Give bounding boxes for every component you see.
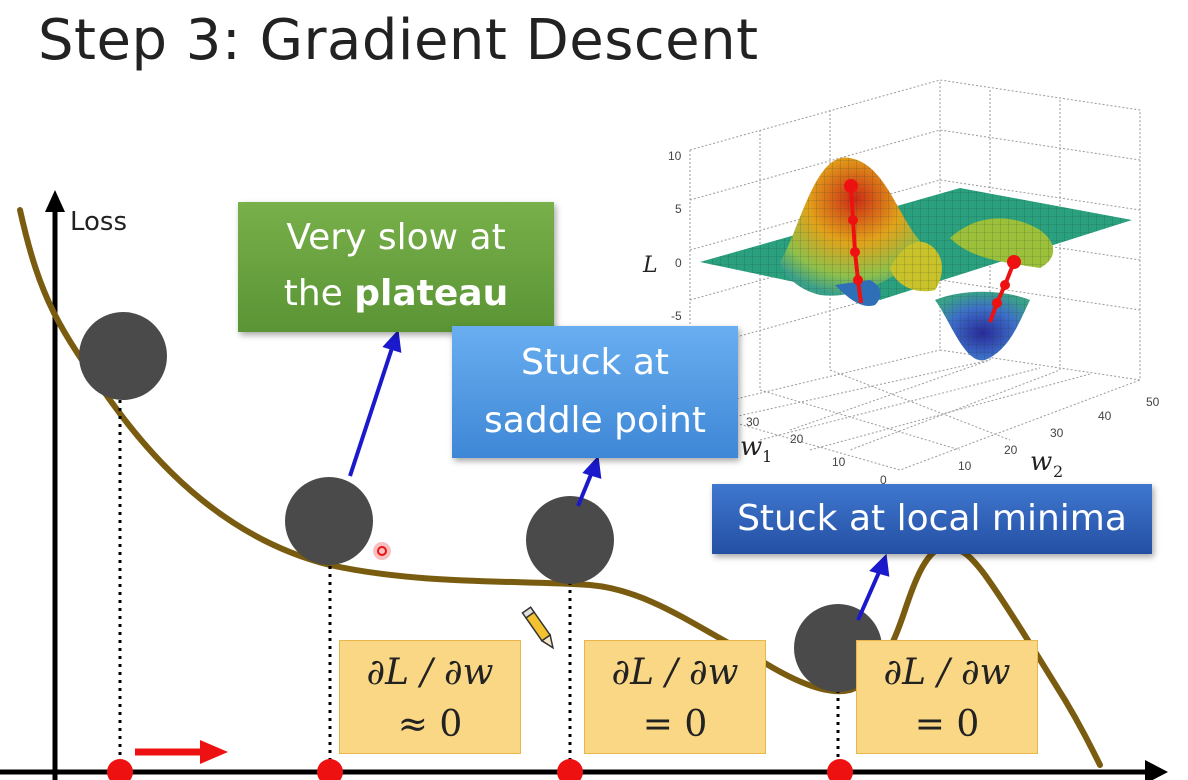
pointer-arrows: [348, 329, 890, 621]
plateau-callout-prefix: the: [283, 273, 355, 314]
derivative-box-saddle: ∂L / ∂w = 0: [584, 640, 766, 754]
w2-axis-label: w: [1030, 447, 1052, 477]
plateau-callout: Very slow at the plateau: [238, 202, 554, 332]
ball-saddle: [526, 496, 614, 584]
plateau-callout-bold: plateau: [354, 273, 509, 314]
origin-tick: 0: [880, 473, 887, 487]
w1-tick-20: 20: [790, 432, 804, 446]
drop-lines: [118, 400, 840, 765]
derivative-relation: = 0: [642, 704, 708, 745]
laser-pointer-icon: [373, 542, 391, 560]
plateau-callout-line2: the plateau: [238, 266, 554, 322]
w2-tick-50: 50: [1146, 395, 1160, 409]
saddle-callout: Stuck at saddle point: [452, 326, 738, 458]
plot-box-frame: [689, 79, 1141, 471]
derivative-expr: ∂L / ∂w: [611, 652, 739, 693]
saddle-callout-line2: saddle point: [484, 400, 706, 441]
descent-path-left: [844, 179, 863, 304]
ball-start: [79, 312, 167, 400]
w1-tick-30: 30: [746, 415, 760, 429]
derivative-relation: = 0: [914, 704, 980, 745]
z-tick-0: 0: [675, 256, 682, 270]
local-minima-callout: Stuck at local minima: [712, 484, 1152, 554]
w1-axis-subscript: 1: [762, 447, 772, 466]
plateau-callout-line1: Very slow at: [286, 217, 506, 258]
z-tick-5: 5: [675, 202, 682, 216]
ball-plateau: [285, 477, 373, 565]
descent-path-right: [988, 255, 1021, 323]
loss-axis-label: Loss: [70, 207, 127, 237]
derivative-box-local-min: ∂L / ∂w = 0: [856, 640, 1038, 754]
derivative-expr: ∂L / ∂w: [883, 652, 1011, 693]
surface-plot: 10 5 0 -5 30 20 10 0 10 20 30 40 50 L w …: [642, 79, 1160, 487]
direction-arrow: [135, 740, 228, 764]
w2-axis-subscript: 2: [1053, 462, 1063, 481]
pen-cursor-icon: [521, 606, 555, 650]
derivative-box-plateau: ∂L / ∂w ≈ 0: [339, 640, 521, 754]
z-tick-minus5: -5: [671, 309, 682, 323]
page-title: Step 3: Gradient Descent: [38, 8, 759, 73]
w2-tick-20: 20: [1004, 443, 1018, 457]
derivative-relation: ≈ 0: [397, 704, 463, 745]
z-axis-label: L: [642, 253, 658, 278]
w2-tick-40: 40: [1098, 409, 1112, 423]
w1-tick-10: 10: [832, 455, 846, 469]
w2-tick-30: 30: [1050, 426, 1064, 440]
derivative-expr: ∂L / ∂w: [366, 652, 494, 693]
axis-markers: [107, 759, 853, 780]
saddle-callout-line1: Stuck at: [520, 342, 670, 383]
z-tick-10: 10: [668, 149, 682, 163]
w2-tick-10: 10: [958, 459, 972, 473]
w1-axis-label: w: [740, 432, 762, 462]
